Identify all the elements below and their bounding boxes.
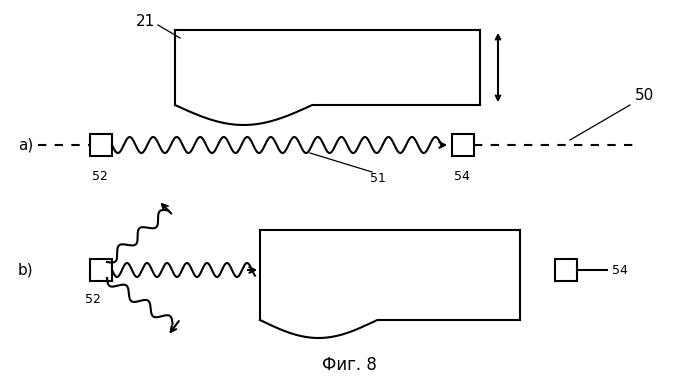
Text: 52: 52: [92, 170, 108, 183]
Text: b): b): [18, 263, 34, 277]
Text: 50: 50: [635, 88, 654, 102]
Text: Фиг. 8: Фиг. 8: [322, 356, 377, 374]
Text: 54: 54: [612, 263, 628, 277]
Text: 21: 21: [136, 14, 155, 30]
Bar: [90, 259, 112, 281]
Text: 54: 54: [454, 170, 470, 183]
Bar: [90, 134, 112, 156]
Text: 51: 51: [370, 172, 386, 185]
Text: a): a): [18, 138, 34, 152]
Text: 52: 52: [85, 293, 101, 306]
Bar: [555, 259, 577, 281]
Bar: [452, 134, 474, 156]
